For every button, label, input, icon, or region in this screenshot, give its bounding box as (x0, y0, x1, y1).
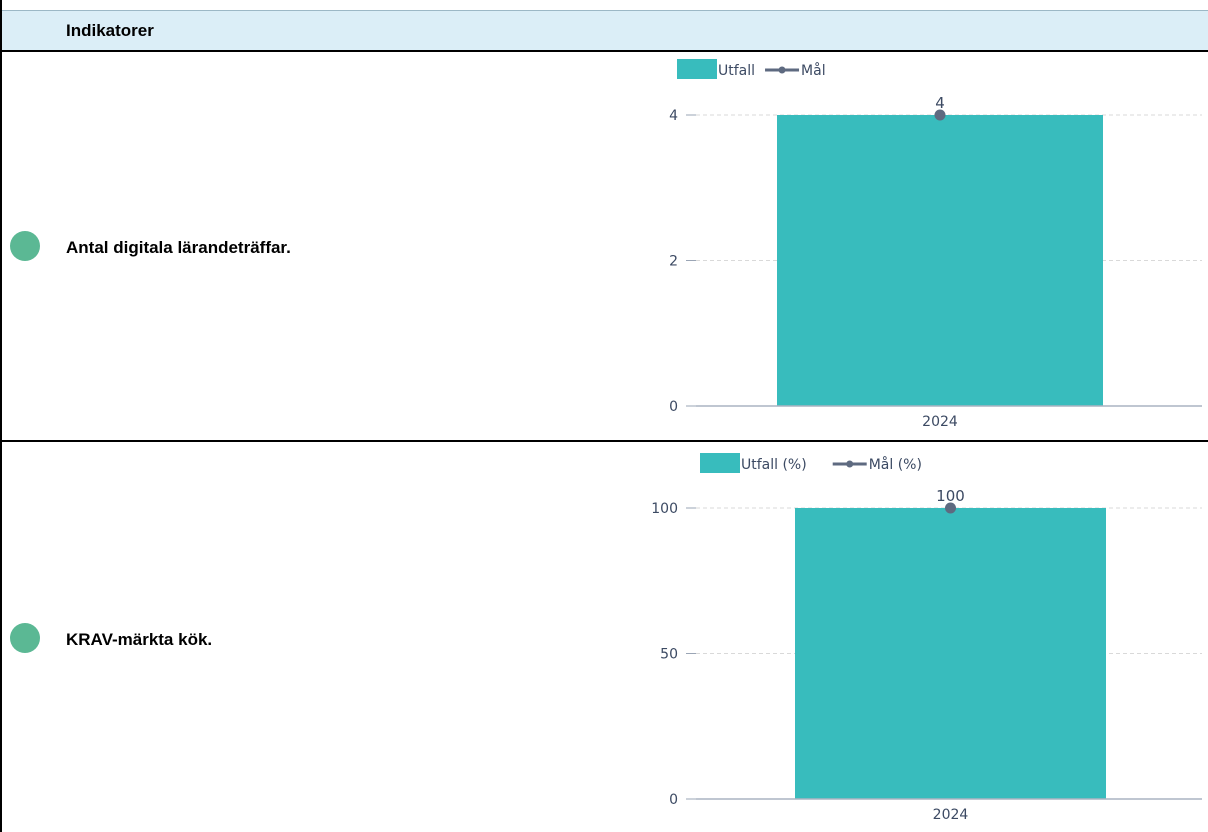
target-point (934, 109, 946, 121)
legend-label: Mål (%) (869, 456, 922, 473)
x-tick-label: 2024 (933, 807, 969, 823)
data-label: 100 (936, 487, 965, 505)
green-circle-icon (10, 231, 40, 261)
x-tick-label: 2024 (922, 414, 958, 430)
y-tick-label: 100 (651, 501, 678, 517)
bar (795, 508, 1106, 799)
indicator-row-1: Antal digitala lärandeträffar. Utfall Mål… (2, 52, 1208, 442)
data-label: 4 (935, 94, 945, 112)
legend-label: Utfall (718, 63, 755, 79)
legend-marker (846, 460, 854, 468)
legend-label: Utfall (%) (741, 457, 807, 473)
table-header: Indikatorer (2, 10, 1208, 52)
green-circle-icon (10, 623, 40, 653)
legend-swatch-utfall (700, 453, 740, 473)
indicator-chart-1: Utfall Mål 0 2 4 2024 4 (669, 59, 1202, 430)
legend-marker (778, 66, 786, 74)
indicator-label: Antal digitala lärandeträffar. (66, 238, 291, 257)
y-tick-label: 4 (669, 108, 678, 124)
indicator-row-2: KRAV-märkta kök. Utfall (%) Mål (%) 0 50 100… (2, 442, 1208, 832)
indicator-chart-2: Utfall (%) Mål (%) 0 50 100 2024 100 (651, 453, 1202, 823)
legend-label: Mål (801, 62, 826, 79)
target-point (945, 502, 956, 514)
y-tick-label: 0 (669, 792, 678, 808)
legend-swatch-utfall (677, 59, 717, 79)
bar (777, 115, 1103, 406)
y-tick-label: 2 (669, 254, 678, 270)
y-tick-label: 50 (660, 647, 678, 663)
y-tick-label: 0 (669, 399, 678, 415)
header-title: Indikatorer (66, 21, 154, 40)
indicator-label: KRAV-märkta kök. (66, 630, 213, 649)
